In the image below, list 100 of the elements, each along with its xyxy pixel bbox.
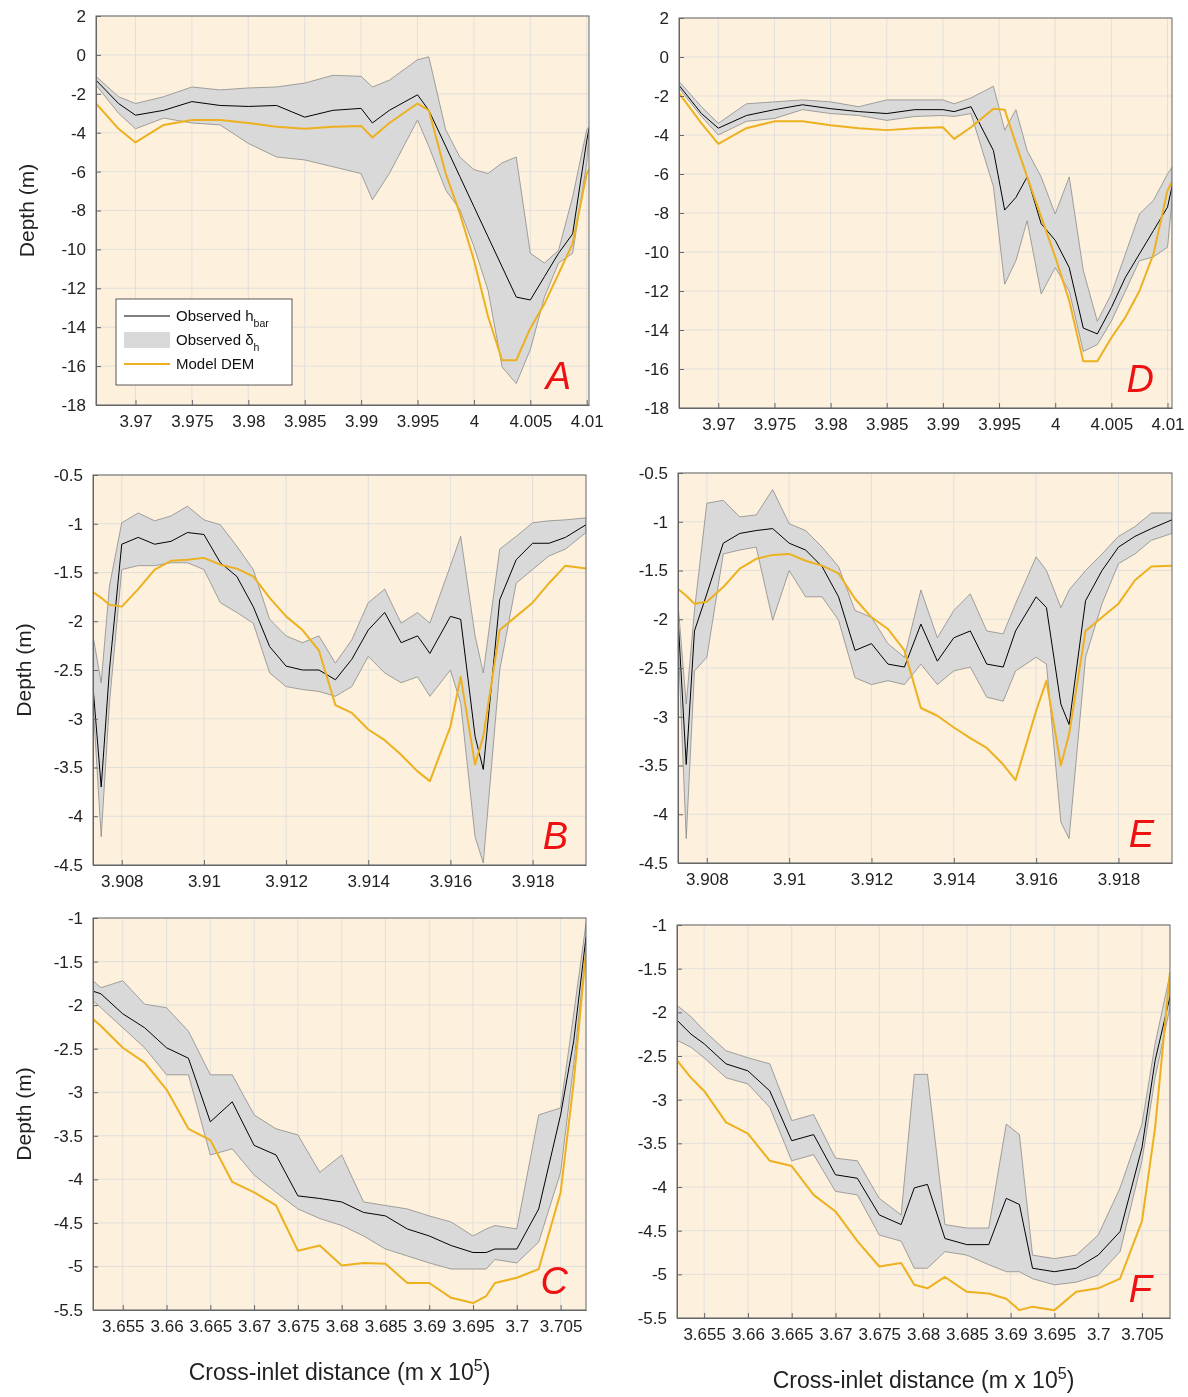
annotation: B — [542, 815, 568, 857]
x-tick-label: 3.985 — [283, 412, 327, 432]
y-tick-label: -5 — [651, 1265, 667, 1285]
x-tick-label: 3.66 — [731, 1325, 765, 1345]
x-tick-label: 3.97 — [702, 415, 736, 435]
y-tick-label: -5.5 — [637, 1308, 667, 1328]
y-tick-label: -1.5 — [638, 561, 668, 581]
y-tick-label: -4 — [651, 1177, 667, 1197]
y-tick-label: -2 — [67, 996, 83, 1016]
annotation: A — [543, 355, 571, 397]
x-tick-label: 3.916 — [1015, 870, 1058, 890]
y-tick-label: -12 — [61, 279, 86, 299]
y-tick-label: -2 — [652, 610, 668, 630]
annotation: F — [1128, 1268, 1154, 1310]
y-tick-label: -5 — [67, 1257, 83, 1277]
annotation: C — [540, 1260, 569, 1302]
x-tick-label: 4.01 — [570, 412, 604, 432]
x-tick-label: 3.675 — [277, 1317, 320, 1337]
x-tick-label: 4 — [469, 412, 480, 432]
y-tick-label: -2.5 — [638, 658, 668, 678]
x-tick-label: 3.995 — [396, 412, 440, 432]
x-axis-title: Cross-inlet distance (m x 10$^{5}$) — [188, 1356, 491, 1385]
y-tick-label: 2 — [76, 6, 86, 26]
x-tick-label: 3.97 — [119, 412, 153, 432]
x-tick-label: 3.912 — [265, 872, 308, 892]
x-tick-label: 3.91 — [773, 870, 807, 890]
y-axis-title: Depth (m) — [15, 163, 38, 258]
y-tick-label: -1.5 — [637, 959, 667, 979]
line-series — [678, 552, 1172, 782]
x-tick-label: 3.68 — [907, 1325, 941, 1345]
x-tick-label: 3.918 — [1097, 870, 1141, 890]
x-tick-label: 3.705 — [1121, 1325, 1164, 1345]
y-tick-label: -16 — [61, 357, 86, 377]
y-tick-label: -3.5 — [53, 758, 83, 778]
y-tick-label: -3 — [651, 1090, 667, 1110]
y-tick-label: -14 — [61, 318, 86, 338]
y-tick-label: -1.5 — [53, 952, 83, 972]
x-tick-label: 3.655 — [102, 1317, 145, 1337]
x-tick-label: 3.69 — [994, 1325, 1028, 1345]
legend-label: Model DEM — [176, 355, 255, 372]
x-tick-label: 3.91 — [187, 872, 221, 892]
y-tick-label: -10 — [61, 240, 86, 260]
x-tick-label: 3.99 — [926, 415, 960, 435]
x-tick-label: 3.7 — [1086, 1325, 1111, 1345]
x-tick-label: 3.914 — [933, 870, 976, 890]
y-tick-label: -18 — [61, 395, 86, 415]
annotation: E — [1128, 813, 1155, 855]
y-tick-label: 0 — [76, 45, 86, 65]
y-tick-label: -3.5 — [638, 756, 668, 776]
x-tick-label: 3.908 — [100, 872, 144, 892]
y-tick-label: -3 — [67, 709, 83, 729]
x-tick-label: 3.914 — [347, 872, 391, 892]
y-tick-label: -5.5 — [53, 1300, 83, 1320]
y-tick-label: -2.5 — [637, 1046, 667, 1066]
y-tick-label: -0.5 — [53, 465, 83, 485]
x-tick-label: 3.675 — [858, 1325, 902, 1345]
y-tick-label: 2 — [659, 8, 669, 28]
x-tick-label: 4.01 — [1151, 415, 1185, 435]
x-tick-label: 3.7 — [505, 1317, 530, 1337]
y-tick-label: -10 — [644, 242, 669, 262]
x-tick-label: 3.665 — [770, 1325, 814, 1345]
y-tick-label: -4.5 — [53, 855, 83, 875]
y-tick-label: -3.5 — [637, 1134, 667, 1154]
x-tick-label: 3.995 — [978, 415, 1021, 435]
y-tick-label: -6 — [70, 162, 86, 182]
x-tick-label: 3.695 — [452, 1317, 495, 1337]
y-tick-label: -3 — [652, 707, 668, 727]
y-axis-title: Depth (m) — [12, 1067, 35, 1161]
x-tick-label: 3.975 — [171, 412, 214, 432]
y-tick-label: -1.5 — [53, 563, 83, 583]
x-tick-label: 3.67 — [238, 1317, 272, 1337]
y-tick-label: -4 — [67, 807, 83, 827]
x-tick-label: 3.916 — [429, 872, 473, 892]
annotation: Observed δ$_{h}$ — [176, 331, 260, 353]
y-tick-label: -4 — [653, 125, 669, 145]
y-tick-label: -2 — [651, 1003, 667, 1023]
legend-label: Observed h$_{bar}$ — [176, 307, 270, 329]
y-tick-label: -2 — [70, 84, 86, 104]
y-tick-label: -1 — [651, 915, 667, 935]
x-tick-label: 3.98 — [232, 412, 266, 432]
y-tick-label: -4.5 — [638, 853, 668, 873]
y-tick-label: -4 — [67, 1170, 83, 1190]
x-tick-label: 3.985 — [865, 415, 909, 435]
x-tick-label: 3.98 — [814, 415, 848, 435]
y-tick-label: -2.5 — [53, 660, 83, 680]
y-tick-label: -8 — [70, 201, 86, 221]
x-tick-label: 3.685 — [946, 1325, 989, 1345]
y-tick-label: -4.5 — [53, 1213, 83, 1233]
x-tick-label: 3.99 — [345, 412, 379, 432]
x-tick-label: 3.685 — [364, 1317, 408, 1337]
x-tick-label: 3.705 — [539, 1317, 583, 1337]
y-tick-label: -4 — [652, 805, 668, 825]
line-series — [678, 519, 1172, 766]
annotation: D — [1126, 358, 1154, 400]
y-tick-label: -14 — [644, 320, 669, 340]
x-tick-label: 3.67 — [819, 1325, 853, 1345]
x-tick-label: 3.695 — [1033, 1325, 1077, 1345]
x-tick-label: 3.975 — [753, 415, 797, 435]
y-tick-label: -0.5 — [638, 463, 668, 483]
y-tick-label: -6 — [653, 164, 669, 184]
